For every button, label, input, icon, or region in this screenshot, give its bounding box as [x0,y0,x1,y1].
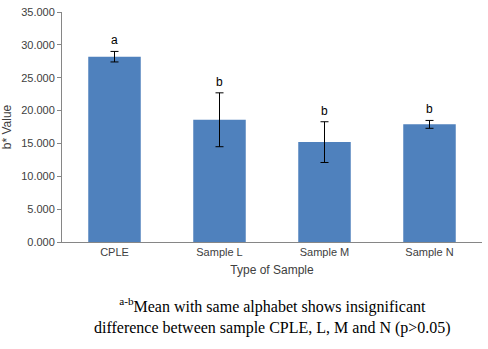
svg-text:25.000: 25.000 [21,72,55,84]
svg-text:Sample M: Sample M [300,246,350,258]
svg-text:20.000: 20.000 [21,104,55,116]
svg-text:b: b [216,75,223,89]
svg-text:b: b [321,104,328,118]
svg-text:b* Value: b* Value [0,104,14,149]
svg-text:5.000: 5.000 [27,203,55,215]
svg-text:a: a [111,33,118,47]
svg-text:0.000: 0.000 [27,236,55,248]
svg-text:CPLE: CPLE [100,246,129,258]
svg-text:Sample L: Sample L [196,246,242,258]
svg-text:Sample N: Sample N [405,246,453,258]
svg-text:10.000: 10.000 [21,170,55,182]
svg-text:15.000: 15.000 [21,137,55,149]
svg-text:30.000: 30.000 [21,39,55,51]
svg-text:b: b [426,102,433,116]
svg-text:35.000: 35.000 [21,6,55,18]
svg-text:Type of Sample: Type of Sample [230,263,314,277]
svg-text:​a-b​Mean with same alphabet s: ​a-b​Mean with same alphabet shows insig… [94,295,451,337]
